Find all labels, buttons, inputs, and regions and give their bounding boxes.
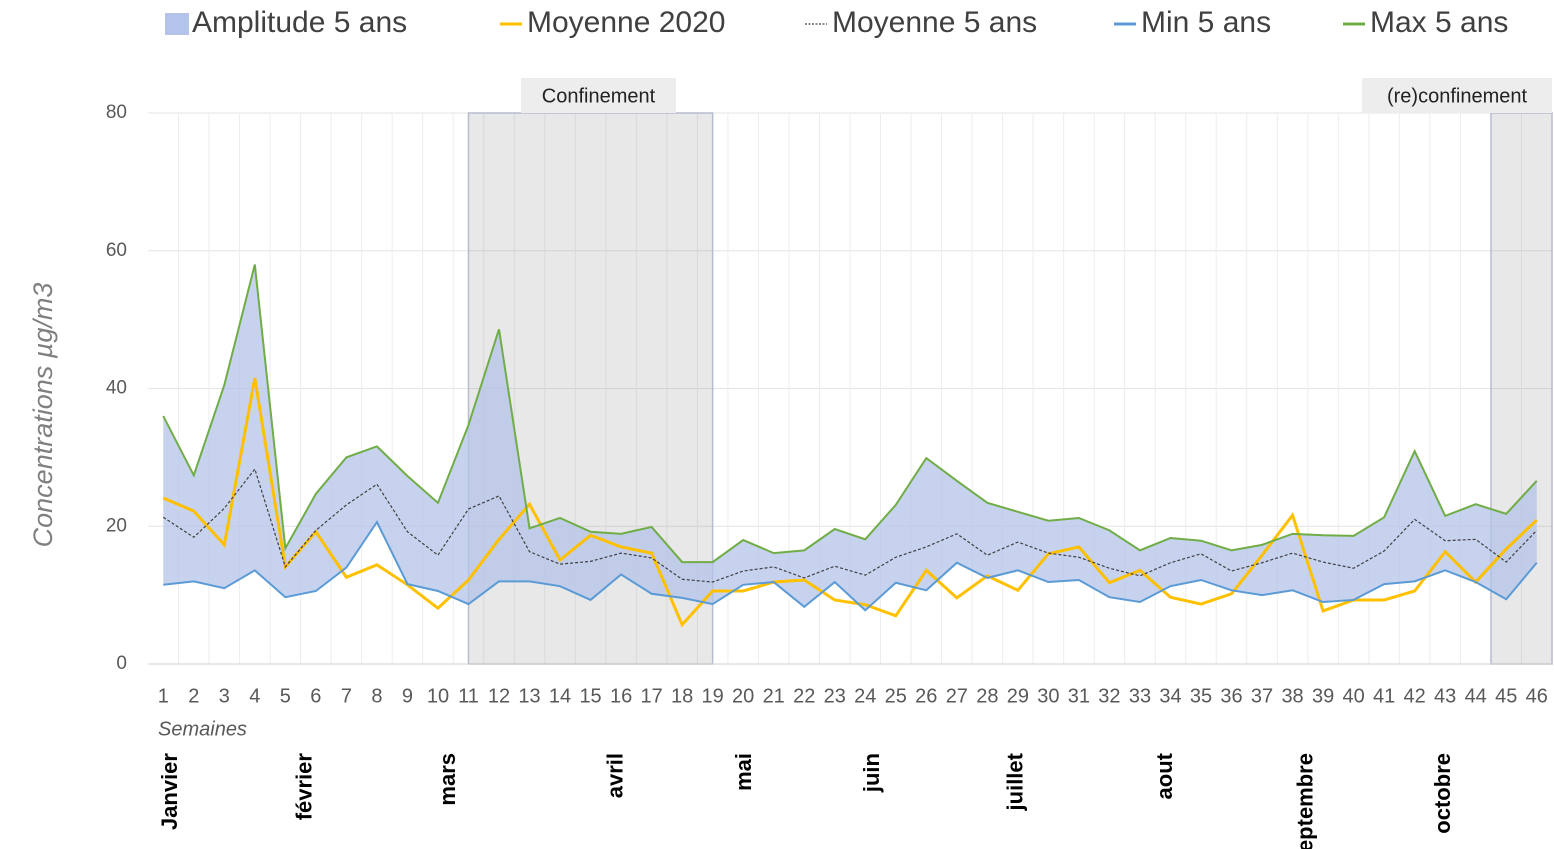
month-label: Janvier	[157, 753, 182, 830]
x-tick-label: 30	[1037, 685, 1059, 707]
x-tick-label: 29	[1007, 685, 1029, 707]
month-label: octobre	[1430, 753, 1455, 834]
y-axis-title: Concentrations µg/m3	[28, 283, 58, 548]
x-tick-label: 18	[671, 685, 693, 707]
x-tick-label: 32	[1098, 685, 1120, 707]
series-line	[163, 520, 1538, 612]
x-tick-label: 44	[1465, 685, 1487, 707]
month-label: aout	[1152, 752, 1177, 799]
series-line	[162, 377, 1538, 628]
legend-label: Moyenne 2020	[527, 6, 726, 39]
x-tick-label: 45	[1495, 685, 1517, 707]
y-tick-label: 20	[106, 515, 127, 536]
month-label: mai	[731, 753, 756, 791]
x-tick-label: 25	[885, 685, 907, 707]
y-tick-label: 80	[106, 102, 127, 123]
x-tick-label: 36	[1220, 685, 1242, 707]
x-tick-label: 6	[310, 685, 321, 707]
period-label: Confinement	[542, 85, 656, 107]
x-tick-label: 19	[702, 685, 724, 707]
x-tick-label: 41	[1373, 685, 1395, 707]
y-tick-label: 0	[116, 653, 127, 674]
legend-swatch	[165, 13, 189, 35]
x-tick-label: 24	[854, 685, 876, 707]
x-tick-label: 27	[946, 685, 968, 707]
month-label: juin	[859, 753, 884, 793]
month-label: mars	[435, 753, 460, 806]
x-tick-label: 39	[1312, 685, 1334, 707]
period-label-box	[1362, 78, 1552, 113]
x-tick-label: 33	[1129, 685, 1151, 707]
month-label: février	[291, 753, 316, 821]
x-tick-label: 1	[158, 685, 169, 707]
x-tick-label: 23	[824, 685, 846, 707]
x-tick-label: 14	[549, 685, 571, 707]
x-tick-label: 3	[219, 685, 230, 707]
x-tick-label: 43	[1434, 685, 1456, 707]
month-label: septembre	[1292, 753, 1317, 849]
x-tick-label: 8	[371, 685, 382, 707]
x-tick-label: 5	[280, 685, 291, 707]
x-tick-label: 46	[1526, 685, 1548, 707]
x-axis-title: Semaines	[158, 718, 247, 740]
series-line	[162, 264, 1538, 564]
x-tick-label: 2	[188, 685, 199, 707]
x-tick-label: 28	[976, 685, 998, 707]
x-tick-label: 11	[458, 685, 479, 707]
x-tick-label: 17	[640, 685, 662, 707]
x-tick-label: 35	[1190, 685, 1212, 707]
x-tick-label: 9	[402, 685, 413, 707]
legend-label: Max 5 ans	[1370, 6, 1508, 39]
x-tick-label: 37	[1251, 685, 1273, 707]
legend-label: Moyenne 5 ans	[832, 6, 1037, 39]
legend-label: Min 5 ans	[1141, 6, 1271, 39]
x-tick-label: 12	[488, 685, 510, 707]
x-tick-label: 20	[732, 685, 754, 707]
x-tick-label: 7	[341, 685, 352, 707]
x-tick-label: 40	[1342, 685, 1364, 707]
amplitude-area	[163, 264, 1537, 611]
legend-label: Amplitude 5 ans	[192, 6, 407, 39]
series-line	[162, 467, 1538, 583]
x-tick-label: 31	[1068, 685, 1090, 707]
x-tick-label: 13	[518, 685, 540, 707]
x-tick-label: 38	[1281, 685, 1303, 707]
y-tick-label: 60	[106, 240, 127, 261]
x-tick-label: 21	[763, 685, 785, 707]
x-tick-label: 4	[249, 685, 260, 707]
x-tick-label: 15	[579, 685, 601, 707]
month-label: avril	[603, 753, 628, 798]
x-tick-label: 42	[1404, 685, 1426, 707]
y-tick-label: 40	[106, 378, 127, 399]
x-tick-label: 22	[793, 685, 815, 707]
x-tick-label: 16	[610, 685, 632, 707]
period-label-box	[520, 78, 676, 113]
x-tick-label: 26	[915, 685, 937, 707]
x-tick-label: 34	[1159, 685, 1181, 707]
period-label: (re)confinement	[1387, 85, 1528, 107]
month-label: juillet	[1003, 752, 1028, 811]
x-tick-label: 10	[427, 685, 449, 707]
